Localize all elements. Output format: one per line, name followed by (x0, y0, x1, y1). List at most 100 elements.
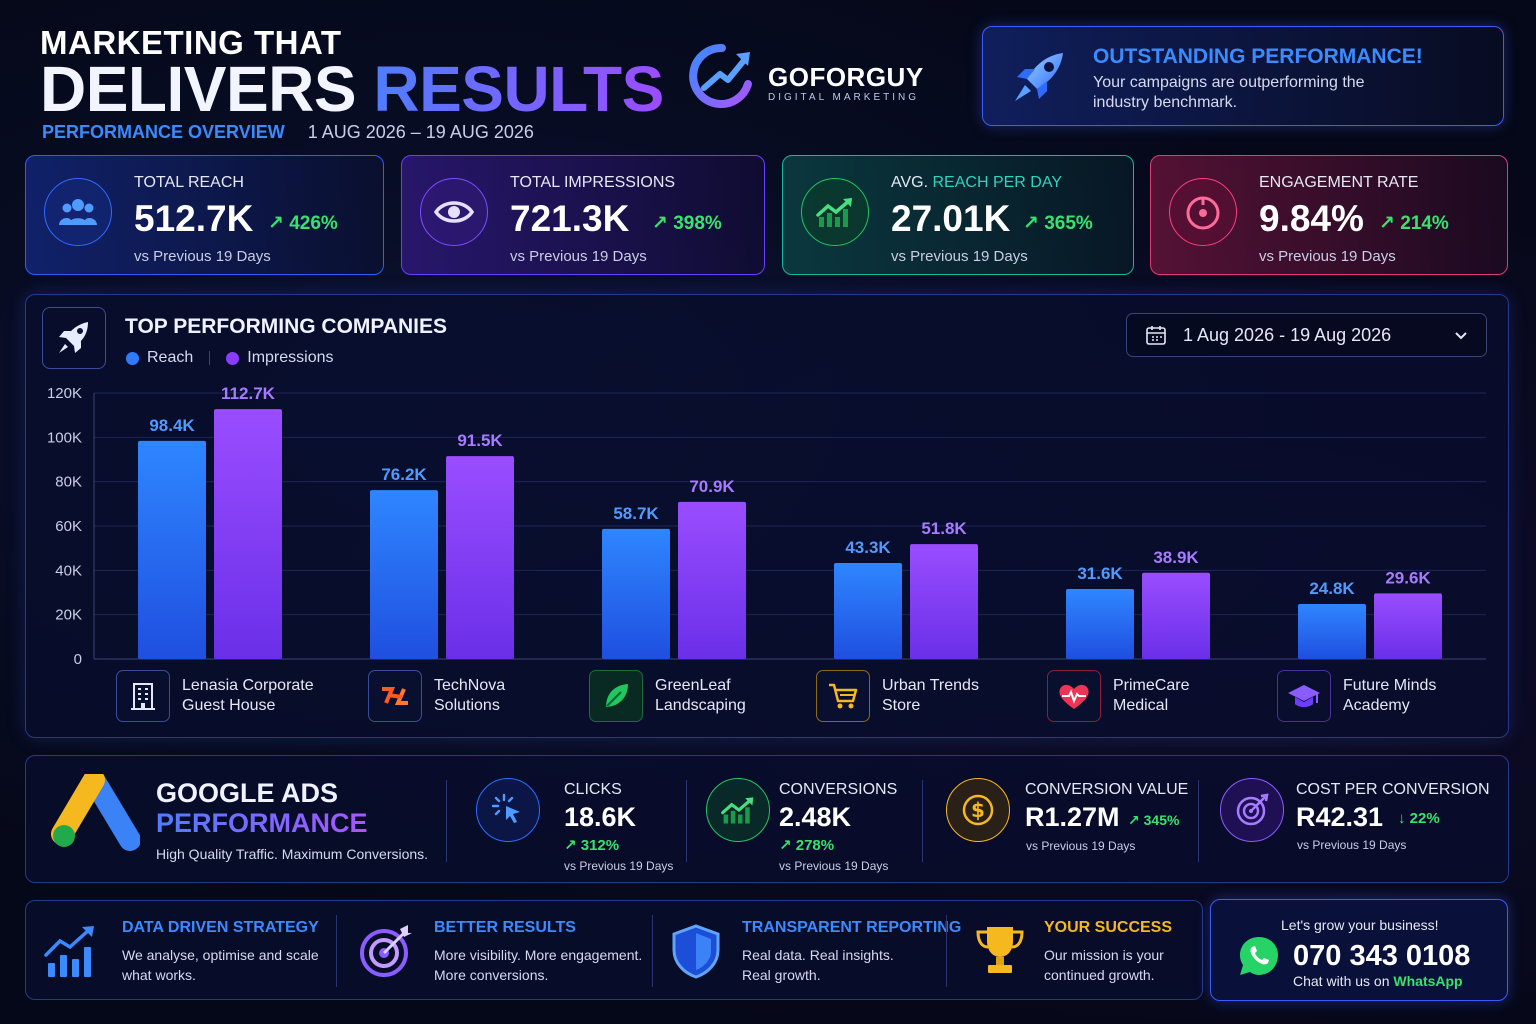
divider (686, 780, 687, 862)
y-tick-label: 20K (55, 607, 82, 624)
trend-up-icon (706, 778, 770, 842)
company-name-line1: Future Minds (1343, 677, 1437, 694)
bar-reach (834, 563, 902, 659)
technova-logo-icon (368, 670, 422, 722)
company-name-line1: Lenasia Corporate (182, 677, 314, 694)
feature-desc-line1: Our mission is your (1044, 947, 1164, 963)
trend-up-icon (801, 178, 869, 246)
bar-impressions (678, 501, 746, 659)
company-greenleaf: GreenLeaf Landscaping (589, 670, 805, 722)
legend-dot-impressions (226, 351, 240, 365)
whatsapp-cta-prefix: Chat with us on (1293, 973, 1394, 989)
leaf-icon (589, 670, 643, 722)
kpi-change: ↗ 426% (268, 213, 338, 234)
shield-icon (666, 921, 726, 981)
company-name-line2: Academy (1343, 697, 1410, 714)
divider (922, 780, 923, 862)
date-range-value: 1 Aug 2026 - 19 Aug 2026 (1183, 324, 1392, 345)
whatsapp-contact-card[interactable]: Let's grow your business! 070 343 0108 C… (1210, 899, 1508, 1001)
bar-reach (602, 528, 670, 659)
kpi-note: vs Previous 19 Days (510, 248, 647, 265)
bar-reach (370, 490, 438, 659)
feature-title: YOUR SUCCESS (1044, 919, 1173, 936)
metric-label: CONVERSIONS (779, 781, 898, 798)
legend-divider (209, 351, 211, 365)
feature-title: DATA DRIVEN STRATEGY (122, 919, 319, 936)
cursor-click-icon (476, 778, 540, 842)
feature-desc: Our mission is your continued growth. (1044, 945, 1164, 985)
kpi-card-avg-reach-per-day: AVG. REACH PER DAY 27.01K ↗ 365% vs Prev… (782, 155, 1134, 275)
target-arrow-icon (356, 921, 416, 981)
bar-impressions (1142, 572, 1210, 659)
divider (336, 915, 337, 987)
company-name-line2: Solutions (434, 697, 500, 714)
company-name: TechNova Solutions (434, 676, 584, 716)
company-name-line2: Guest House (182, 697, 276, 714)
bar-value-label: 70.9K (689, 477, 735, 496)
banner-title: OUTSTANDING PERFORMANCE! (1093, 45, 1423, 68)
kpi-card-total-reach: TOTAL REACH 512.7K ↗ 426% vs Previous 19… (25, 155, 384, 275)
google-ads-logo-icon (51, 774, 140, 851)
y-tick-label: 60K (55, 518, 82, 535)
company-name-line1: GreenLeaf (655, 677, 731, 694)
feature-desc: We analyse, optimise and scale what works… (122, 945, 319, 985)
company-name-line2: Medical (1113, 697, 1169, 714)
kpi-card-engagement-rate: ENGAGEMENT RATE 9.84% ↗ 214% vs Previous… (1150, 155, 1508, 275)
company-primecare: PrimeCare Medical (1047, 670, 1263, 722)
company-name-line1: TechNova (434, 677, 506, 694)
feature-desc-line1: We analyse, optimise and scale (122, 947, 319, 963)
features-strip: DATA DRIVEN STRATEGY We analyse, optimis… (25, 900, 1203, 1000)
company-future-minds: Future Minds Academy (1277, 670, 1493, 722)
metric-value: R42.31 (1296, 802, 1384, 832)
company-name-line2: Landscaping (655, 697, 746, 714)
bar-impressions (910, 544, 978, 659)
chevron-down-icon (1455, 332, 1467, 340)
bar-impressions (1374, 593, 1442, 659)
svg-text:$: $ (971, 798, 985, 822)
headline-word-results: RESULTS (373, 53, 664, 125)
bar-reach (1298, 604, 1366, 659)
legend-dot-reach (126, 351, 139, 365)
company-name: Lenasia Corporate Guest House (182, 676, 332, 716)
rocket-icon (59, 322, 88, 353)
kpi-value: 512.7K (134, 198, 254, 239)
bar-value-label: 38.9K (1153, 548, 1199, 567)
bar-reach (1066, 588, 1134, 659)
target-icon (1169, 178, 1237, 246)
whatsapp-icon (1240, 937, 1278, 975)
logo-tagline: DIGITAL MARKETING (768, 92, 920, 103)
bar-value-label: 91.5K (457, 431, 503, 450)
panel-rocket-box (42, 307, 106, 369)
kpi-label: TOTAL REACH (134, 174, 244, 191)
trophy-icon (970, 921, 1030, 981)
top-companies-panel: 0 20K 40K 60K 80K 100K 120K 98.4K 112.7K 76.2K 91.… (25, 294, 1509, 738)
feature-desc-line1: More visibility. More engagement. (434, 947, 643, 963)
legend-impressions[interactable]: Impressions (247, 349, 334, 366)
header-date-range: 1 AUG 2026 – 19 AUG 2026 (307, 122, 534, 142)
bar-impressions (446, 456, 514, 659)
metric-label: COST PER CONVERSION (1296, 781, 1490, 798)
metric-note: vs Previous 19 Days (564, 859, 674, 873)
feature-desc: More visibility. More engagement. More co… (434, 945, 642, 985)
kpi-value: 721.3K (510, 198, 630, 239)
metric-value: 2.48K (779, 802, 852, 832)
google-ads-subtitle: PERFORMANCE (156, 808, 368, 838)
company-name: Future Minds Academy (1343, 676, 1493, 716)
bar-impressions (214, 409, 282, 659)
phone-number[interactable]: 070 343 0108 (1293, 940, 1471, 972)
company-name: PrimeCare Medical (1113, 676, 1263, 716)
company-name-line2: Store (882, 697, 921, 714)
graduation-cap-icon (1277, 670, 1331, 722)
kpi-note: vs Previous 19 Days (1259, 248, 1396, 265)
kpi-label: ENGAGEMENT RATE (1259, 174, 1419, 191)
bar-chart: 0 20K 40K 60K 80K 100K 120K 98.4K 112.7K 76.2K 91.… (47, 384, 1486, 668)
metric-note: vs Previous 19 Days (1297, 838, 1407, 852)
kpi-change: ↗ 398% (652, 213, 722, 234)
company-name: Urban Trends Store (882, 676, 1032, 716)
metric-note: vs Previous 19 Days (1026, 839, 1136, 853)
eye-icon (420, 178, 488, 246)
metric-label: CONVERSION VALUE (1025, 781, 1189, 798)
date-range-select[interactable]: 1 Aug 2026 - 19 Aug 2026 (1126, 313, 1487, 357)
legend-reach[interactable]: Reach (147, 349, 194, 366)
divider (446, 780, 447, 862)
